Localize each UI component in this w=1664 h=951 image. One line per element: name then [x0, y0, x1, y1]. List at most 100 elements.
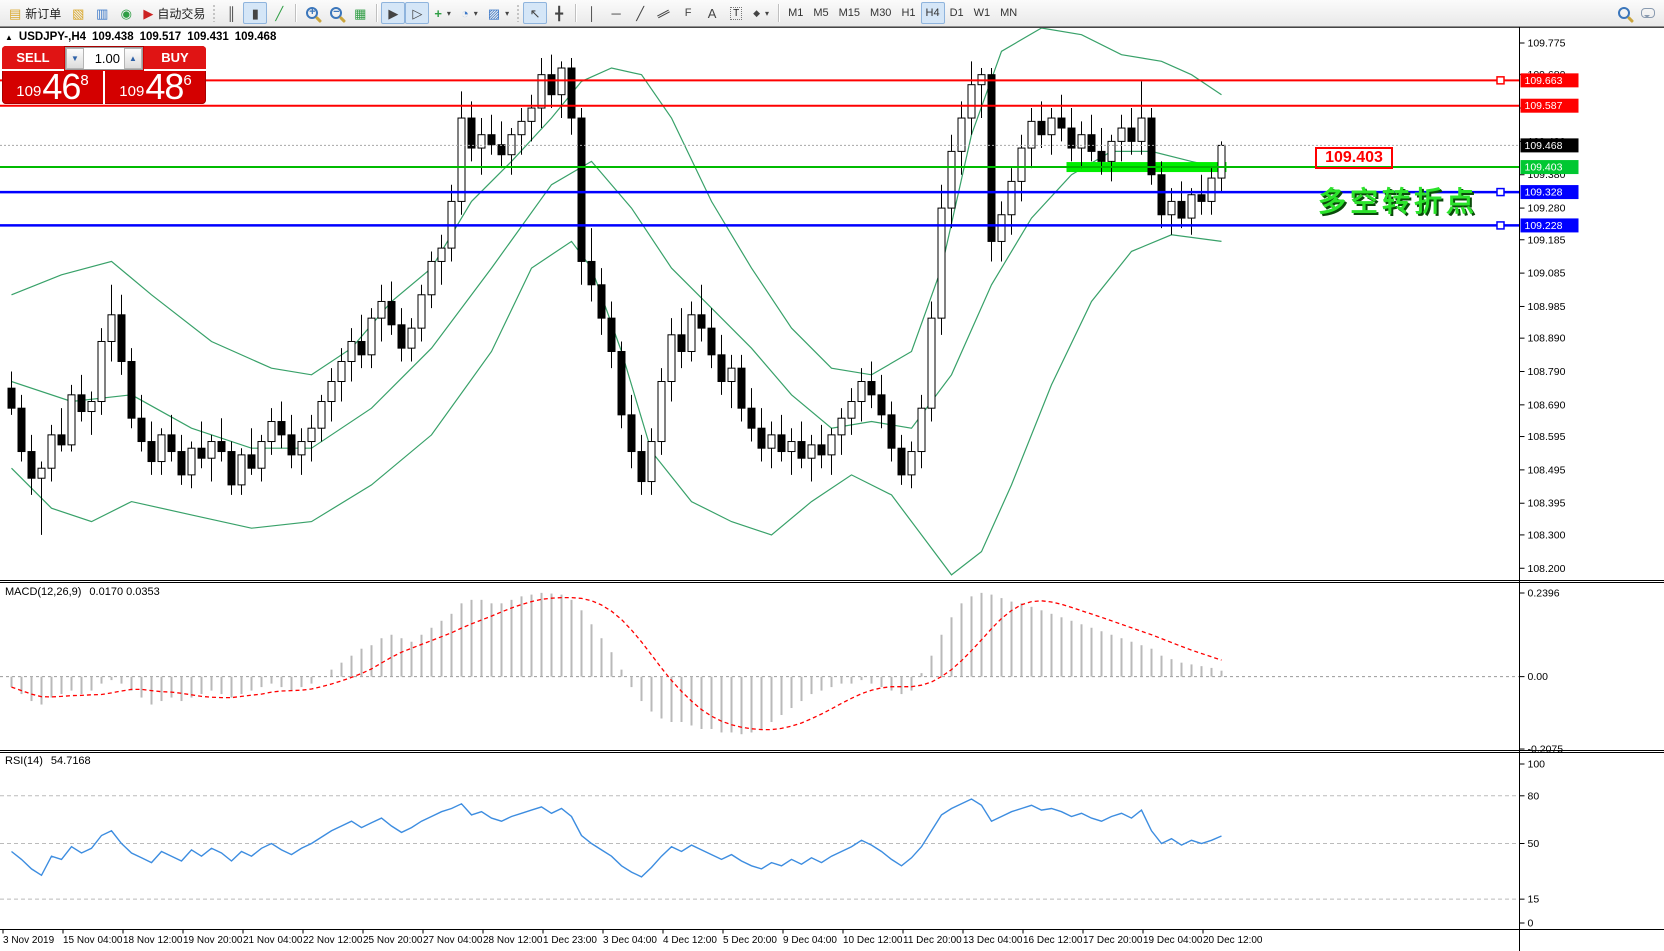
time-axis-label: 25 Nov 20:00	[363, 935, 423, 946]
svg-text:50: 50	[1528, 838, 1540, 850]
zoom-out-button[interactable]	[324, 2, 348, 24]
timeframe-button-w1[interactable]: W1	[973, 7, 991, 19]
buy-price-sup: 6	[183, 72, 192, 89]
dropdown-arrow-icon: ▾	[446, 8, 451, 18]
crosshair-button[interactable]: ╋	[547, 2, 571, 24]
data-window-icon: ▧	[72, 5, 85, 21]
svg-text:0: 0	[1528, 918, 1534, 930]
auto-scroll-button[interactable]: ▶	[381, 2, 406, 24]
timeframe-button-mn[interactable]: MN	[1000, 7, 1018, 19]
svg-text:108.395: 108.395	[1528, 498, 1566, 510]
buy-price-base: 109	[119, 82, 145, 100]
chat-button[interactable]	[1636, 2, 1660, 24]
text-button[interactable]: A	[700, 2, 724, 24]
time-axis-label: 3 Nov 2019	[3, 935, 55, 946]
new-order-icon: ▤	[9, 5, 22, 21]
indicators-icon: +	[434, 5, 442, 21]
zoom-in-icon	[306, 6, 319, 19]
auto-scroll-icon: ▶	[388, 5, 399, 21]
vertical-line-button[interactable]: │	[580, 2, 604, 24]
horizontal-line-button[interactable]: ─	[604, 2, 628, 24]
time-axis[interactable]: 3 Nov 2019 15 Nov 04:00 18 Nov 12:00 19 Nov…	[0, 933, 1519, 951]
bar-chart-button[interactable]: ║	[219, 2, 243, 24]
data-window-button[interactable]: ▧	[66, 2, 90, 24]
navigator-button[interactable]: ▥	[90, 2, 114, 24]
svg-text:15: 15	[1528, 894, 1540, 906]
timeframe-button-m5[interactable]: M5	[813, 7, 829, 19]
sell-button[interactable]: SELL	[2, 46, 64, 71]
zoom-in-button[interactable]	[300, 2, 324, 24]
dropdown-arrow-icon: ▾	[765, 8, 770, 18]
buy-button[interactable]: BUY	[144, 46, 206, 71]
candlestick-chart-button[interactable]: ▮	[243, 2, 268, 24]
sell-price[interactable]: 109 46 8	[2, 65, 105, 104]
ohlc-close: 109.468	[234, 31, 277, 43]
chart-shift-button[interactable]: ▷	[405, 2, 430, 24]
alerts-button[interactable]: ◉	[114, 2, 138, 24]
search-button[interactable]	[1612, 2, 1636, 24]
sell-price-big: 46	[42, 65, 81, 104]
timeframe-button-m1[interactable]: M1	[788, 7, 804, 19]
equidistant-channel-button[interactable]: ∥	[652, 2, 676, 24]
timeframe-button-m15[interactable]: M15	[838, 7, 861, 19]
time-axis-label: 10 Dec 12:00	[843, 935, 903, 946]
candlestick-icon: ▮	[251, 5, 259, 21]
toolbar-separator	[295, 4, 297, 22]
svg-text:108.595: 108.595	[1528, 431, 1566, 443]
fibonacci-button[interactable]: F	[676, 2, 700, 24]
time-axis-label: 19 Dec 04:00	[1143, 935, 1203, 946]
volume-decrease-button[interactable]: ▼	[66, 48, 84, 69]
svg-text:109.328: 109.328	[1525, 187, 1563, 199]
time-axis-label: 19 Nov 20:00	[183, 935, 243, 946]
time-axis-label: 1 Dec 23:00	[543, 935, 597, 946]
new-order-button[interactable]: ▤ 新订单	[4, 2, 66, 24]
svg-text:0.2396: 0.2396	[1528, 588, 1560, 600]
volume-input[interactable]	[84, 48, 124, 69]
line-chart-button[interactable]: ╱	[267, 2, 291, 24]
timeframe-button-m30[interactable]: M30	[870, 7, 892, 19]
tile-windows-button[interactable]: ▦	[348, 2, 372, 24]
fibonacci-icon: F	[684, 6, 692, 19]
buy-price[interactable]: 109 48 6	[105, 68, 206, 104]
cursor-icon: ↖	[529, 5, 541, 21]
equidistant-channel-icon: ∥	[655, 6, 673, 20]
collapse-icon[interactable]: ▲	[5, 32, 13, 42]
cursor-button[interactable]: ↖	[523, 2, 548, 24]
time-axis-label: 4 Dec 12:00	[663, 935, 717, 946]
time-axis-label: 28 Nov 12:00	[483, 935, 543, 946]
chart-title: ▲ USDJPY-,H4 109.438 109.517 109.431 109…	[5, 31, 276, 43]
timeframe-button-d1[interactable]: D1	[949, 7, 964, 19]
text-label-icon: T	[730, 6, 743, 20]
turning-point-note[interactable]: 多空转折点	[1318, 186, 1479, 217]
indicators-button[interactable]: + ▾	[429, 2, 456, 24]
svg-text:109.228: 109.228	[1525, 220, 1563, 232]
crosshair-icon: ╋	[555, 5, 564, 21]
time-axis-label: 21 Nov 04:00	[243, 935, 303, 946]
text-label-button[interactable]: T	[724, 2, 748, 24]
timeframe-button-h1[interactable]: H1	[901, 7, 916, 19]
volume-increase-button[interactable]: ▲	[124, 48, 142, 69]
templates-button[interactable]: ▨ ▾	[483, 2, 514, 24]
price-annotation-box[interactable]: 109.403	[1315, 147, 1393, 169]
periods-button[interactable]: ◔ ▾	[456, 2, 483, 24]
timeframe-button-h4[interactable]: H4	[920, 2, 945, 24]
autotrading-button[interactable]: ▶ 自动交易	[138, 2, 210, 24]
vertical-line-icon: │	[588, 5, 597, 21]
svg-text:109.185: 109.185	[1528, 234, 1566, 246]
toolbar-grip	[516, 4, 522, 22]
svg-text:108.985: 108.985	[1528, 301, 1566, 313]
svg-text:100: 100	[1528, 759, 1546, 771]
time-axis-label: 9 Dec 04:00	[783, 935, 837, 946]
template-icon: ▨	[487, 5, 501, 21]
svg-text:109.663: 109.663	[1525, 75, 1563, 87]
new-order-label: 新订单	[25, 6, 62, 21]
chat-icon	[1641, 8, 1655, 18]
svg-text:-0.2075: -0.2075	[1528, 744, 1564, 756]
trendline-button[interactable]: ╱	[628, 2, 652, 24]
dropdown-arrow-icon: ▾	[505, 8, 510, 18]
svg-text:108.200: 108.200	[1528, 563, 1566, 575]
arrows-button[interactable]: ◆ ▾	[748, 2, 774, 24]
toolbar-separator	[376, 4, 378, 22]
time-axis-label: 17 Dec 20:00	[1083, 935, 1143, 946]
